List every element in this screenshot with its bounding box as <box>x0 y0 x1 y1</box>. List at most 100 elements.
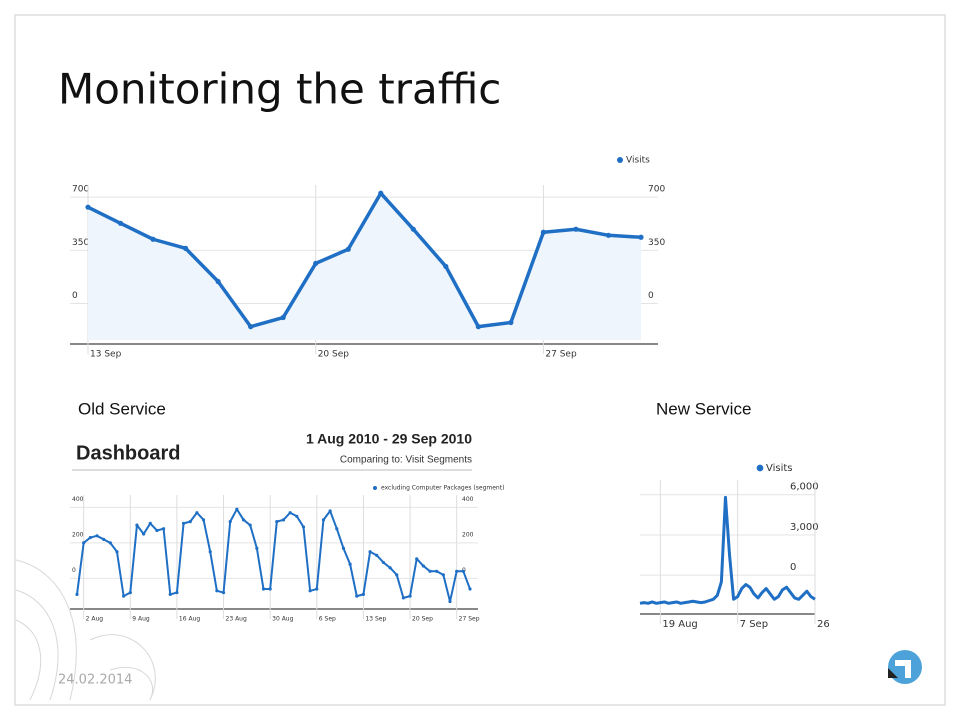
x-tick-label: 20 Sep <box>318 350 350 360</box>
point <box>508 319 514 326</box>
x-tick-label: 27 Sep <box>545 350 577 360</box>
y-tick-label: 0 <box>72 567 76 574</box>
legend-swatch <box>373 486 377 490</box>
x-tick-label: 13 Sep <box>90 350 122 360</box>
point <box>361 592 366 596</box>
point <box>142 532 146 536</box>
date-range: 1 Aug 2010 - 29 Sep 2010 <box>306 431 472 447</box>
x-tick-label: 30 Aug <box>272 616 293 623</box>
point <box>75 592 79 596</box>
point <box>268 587 272 591</box>
point <box>468 587 472 591</box>
point <box>368 550 372 554</box>
point <box>428 569 432 573</box>
point <box>85 204 91 210</box>
point <box>638 234 644 240</box>
point <box>408 594 412 598</box>
logo <box>888 650 922 684</box>
legend-label: Visits <box>626 156 650 166</box>
point <box>461 569 465 573</box>
point <box>181 521 186 525</box>
point <box>443 263 449 270</box>
point <box>117 220 124 226</box>
point <box>308 589 312 593</box>
y-tick-label: 0 <box>72 291 78 301</box>
y-tick-label: 3,000 <box>790 522 819 533</box>
point <box>321 518 326 522</box>
point <box>208 550 212 554</box>
decoration <box>15 559 156 701</box>
area <box>88 193 641 340</box>
point <box>455 569 459 573</box>
legend-swatch <box>617 157 623 163</box>
point <box>122 594 126 598</box>
point <box>280 314 286 321</box>
x-tick-label: 26 <box>817 619 830 630</box>
slide-date: 24.02.2014 <box>58 673 132 688</box>
x-tick-label: 16 Aug <box>179 616 200 623</box>
caption: New Service <box>656 399 751 418</box>
point <box>388 566 392 570</box>
y-tick-label: 400 <box>72 496 84 503</box>
x-tick-label: 13 Sep <box>365 616 386 623</box>
point <box>135 523 139 527</box>
x-tick-label: 27 Sep <box>459 616 480 623</box>
point <box>248 324 254 330</box>
point <box>155 528 159 533</box>
point <box>261 587 266 591</box>
point <box>235 507 239 511</box>
caption: Old Service <box>78 399 166 418</box>
x-tick-label: 9 Aug <box>132 616 150 623</box>
x-tick-label: 20 Sep <box>412 616 433 623</box>
point <box>215 589 219 593</box>
point <box>375 553 379 557</box>
point <box>168 592 172 596</box>
point <box>355 594 359 598</box>
point <box>475 324 481 330</box>
point <box>288 511 292 515</box>
comparison-note: Comparing to: Visit Segments <box>340 455 472 466</box>
y-tick-label: 400 <box>462 496 474 503</box>
point <box>395 573 399 577</box>
point <box>148 521 152 525</box>
point <box>421 564 425 568</box>
point <box>435 569 439 573</box>
point <box>315 587 319 591</box>
line <box>87 191 642 329</box>
point <box>415 557 419 561</box>
y-tick-label: 0 <box>790 562 796 573</box>
point <box>275 520 279 524</box>
point <box>95 534 99 538</box>
point <box>188 520 192 524</box>
point <box>381 560 386 565</box>
point <box>401 596 405 600</box>
point <box>182 245 189 251</box>
point <box>228 520 232 524</box>
y-tick-label: 700 <box>648 185 665 195</box>
point <box>605 232 612 238</box>
slide-title: Monitoring the traffic <box>58 65 501 114</box>
x-tick-label: 6 Sep <box>319 616 336 623</box>
point <box>161 527 166 531</box>
dashboard-title: Dashboard <box>76 442 180 464</box>
point <box>255 546 259 550</box>
point <box>313 260 319 267</box>
point <box>448 599 452 604</box>
y-tick-label: 350 <box>72 238 89 248</box>
point <box>335 527 339 531</box>
legend-swatch <box>756 464 764 472</box>
point <box>341 546 346 550</box>
point <box>248 523 252 527</box>
point <box>281 518 286 522</box>
point <box>573 226 579 232</box>
point <box>115 550 119 554</box>
x-tick-label: 7 Sep <box>740 619 768 630</box>
y-tick-label: 0 <box>648 291 654 301</box>
y-tick-label: 700 <box>72 185 89 195</box>
legend-label: excluding Computer Packages (segment) <box>381 485 504 492</box>
point <box>348 562 352 566</box>
legend-label: Visits <box>766 463 793 474</box>
point <box>295 514 299 518</box>
point <box>441 573 445 577</box>
